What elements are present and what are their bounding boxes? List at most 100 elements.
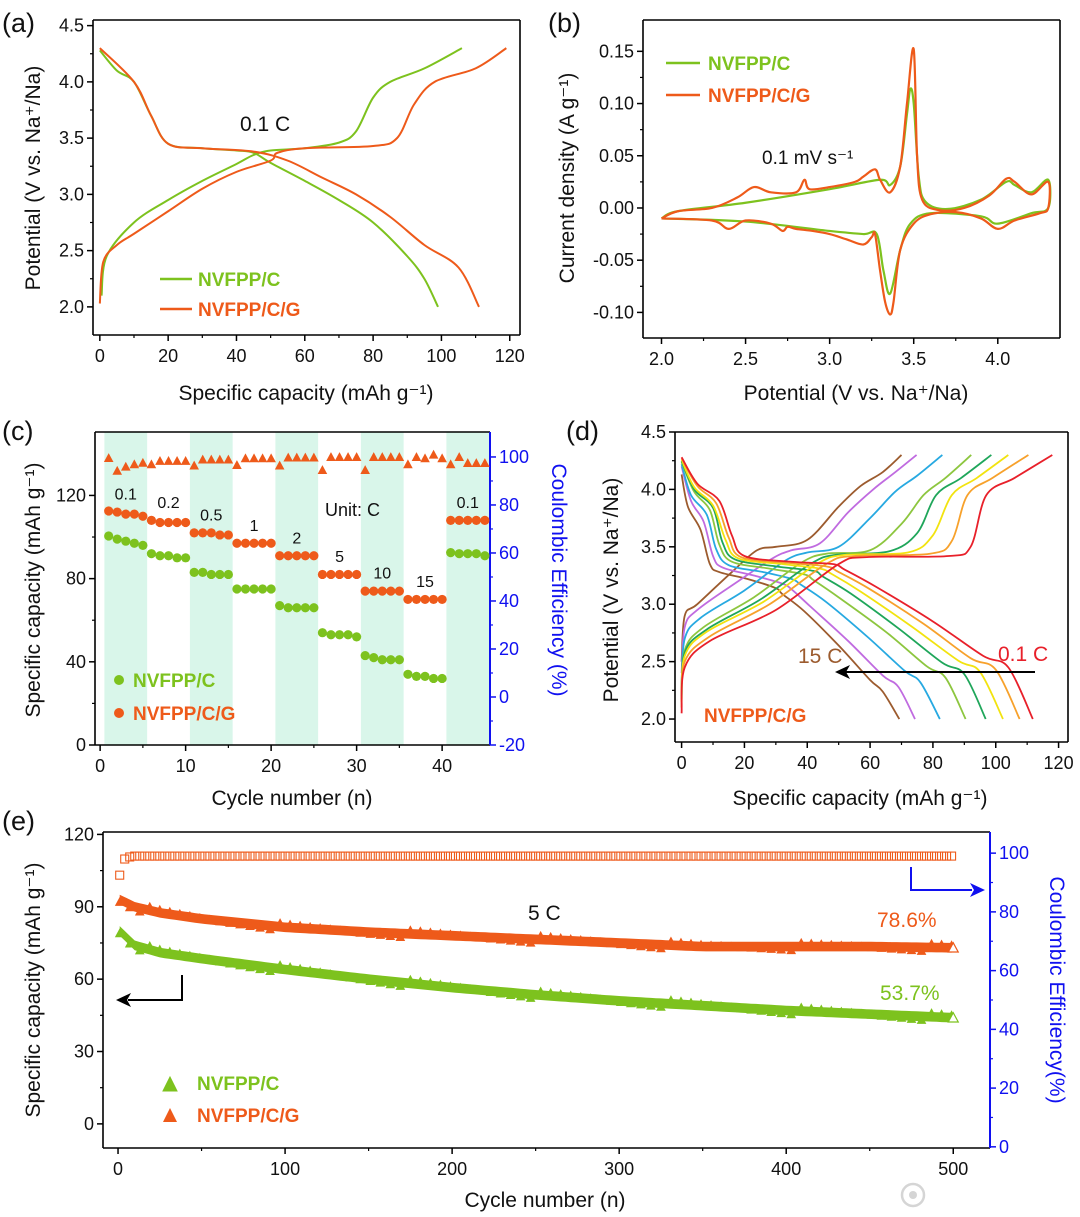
a-y-tick-label: 3.0 [59,184,84,204]
c-point-nvfpp-c [471,549,481,559]
e-point-nvfpp-c [475,985,486,995]
e-point-coulombic-efficiency [826,851,836,861]
a-x-tick-label: 40 [226,346,246,366]
c-point-coulombic-efficiency [317,465,328,475]
e-point-coulombic-efficiency [415,851,425,861]
e-point-coulombic-efficiency [250,851,260,861]
e-point-coulombic-efficiency [260,851,270,861]
e-right-axis-arrow [910,867,985,897]
c-point-nvfpp-c-g [266,538,276,548]
e-point-nvfpp-c [295,963,305,973]
c-point-nvfpp-c [411,671,422,681]
e-y2-tick-label: 60 [999,961,1019,981]
e-point-nvfpp-c [445,981,456,991]
e-point-nvfpp-c-g [124,902,135,912]
e-point-nvfpp-c [185,950,195,960]
e-y-tick-label: 60 [74,969,94,989]
e-point-nvfpp-c-g [345,926,356,936]
c-y2-axis-label: Coulombic Efficiency (%) [547,463,570,696]
e-y2-tick-label: 0 [999,1137,1009,1157]
e-point-nvfpp-c [746,1004,756,1014]
e-point-nvfpp-c [595,994,606,1004]
e-point-nvfpp-c-g [947,941,960,953]
d-y-tick-label: 3.0 [641,594,666,614]
c-y2-tick-label: -20 [499,735,525,755]
c-legend-nvfpp-c: NVFPP/C [133,671,216,692]
e-point-coulombic-efficiency [235,851,245,861]
c-unit-label: Unit: C [325,500,380,520]
b-y-axis-label: Current density (A g⁻¹) [556,73,579,284]
c-point-nvfpp-c [249,584,259,594]
e-point-coulombic-efficiency [420,851,430,861]
e-point-nvfpp-c [345,972,356,982]
e-point-coulombic-efficiency [370,851,380,861]
e-point-nvfpp-c [686,997,696,1007]
e-point-coulombic-efficiency [621,851,631,861]
e-point-nvfpp-c [275,960,285,970]
e-legend-marker-nvfpp-c-g [163,1108,177,1122]
e-point-coulombic-efficiency [891,851,902,861]
e-point-nvfpp-c [575,991,586,1001]
e-point-nvfpp-c-g [525,937,536,947]
e-point-nvfpp-c [726,1002,736,1012]
e-point-nvfpp-c [626,998,636,1008]
c-point-nvfpp-c [121,536,131,546]
c-legend-nvfpp-c-g: NVFPP/C/G [133,704,235,725]
e-point-coulombic-efficiency [310,851,320,861]
e-point-nvfpp-c-g [916,945,927,955]
c-point-nvfpp-c [223,569,233,580]
e-point-coulombic-efficiency [255,851,265,861]
e-point-coulombic-efficiency [521,851,531,861]
e-point-coulombic-efficiency [460,851,471,861]
c-point-nvfpp-c [163,551,174,561]
c-point-nvfpp-c [292,603,302,613]
a-rate-annotation: 0.1 C [240,113,290,136]
e-point-nvfpp-c [856,1008,867,1018]
e-point-nvfpp-c-g [405,925,416,935]
e-point-nvfpp-c [656,1001,666,1011]
a-x-tick-label: 80 [363,346,383,366]
e-point-nvfpp-c-g [646,942,656,952]
c-point-nvfpp-c-g [215,530,225,540]
c-legend-marker-nvfpp-c [114,675,124,685]
e-point-coulombic-efficiency [270,851,280,861]
e-point-coulombic-efficiency [571,851,581,861]
e-point-coulombic-efficiency [596,851,606,861]
c-point-coulombic-efficiency [189,460,199,470]
c-point-nvfpp-c [437,673,447,684]
e-point-coulombic-efficiency [942,851,952,861]
e-point-nvfpp-c-g [305,921,315,931]
e-point-nvfpp-c-g [626,940,636,950]
c-point-nvfpp-c [257,584,268,594]
c-point-nvfpp-c-g [275,551,285,561]
e-point-nvfpp-c-g [575,935,586,944]
c-point-nvfpp-c-g [240,538,251,548]
e-point-coulombic-efficiency [671,851,681,861]
e-point-nvfpp-c-g [215,916,225,926]
c-point-nvfpp-c-g [480,515,490,525]
e-point-coulombic-efficiency [906,851,917,861]
d-rate-arrow [835,665,1035,679]
e-capacity-band-nvfpp-c [119,926,952,1023]
e-point-coulombic-efficiency [410,851,420,861]
e-point-coulombic-efficiency [901,851,912,861]
e-point-coulombic-efficiency [556,851,566,861]
c-point-coulombic-efficiency [215,454,225,464]
c-point-nvfpp-c [189,567,199,577]
e-point-coulombic-efficiency [716,851,726,861]
d-axes: 0 20 40 60 80 100 120 2.0 2.5 3.0 3.5 4.0 4.5 [641,422,1074,773]
e-point-coulombic-efficiency [691,851,701,861]
e-point-coulombic-efficiency [445,851,456,861]
e-point-coulombic-efficiency [611,851,621,861]
c-point-nvfpp-c-g [428,594,439,605]
a-legend-nvfpp-c-g: NVFPP/C/G [198,300,300,321]
a-x-tick-label: 100 [426,346,456,366]
e-point-coulombic-efficiency [365,851,375,861]
e-point-nvfpp-c-g [786,945,797,955]
e-point-nvfpp-c [465,984,476,994]
e-point-coulombic-efficiency [616,851,626,861]
e-point-nvfpp-c-g [926,938,937,948]
e-point-nvfpp-c-g [205,914,215,924]
a-y-tick-label: 2.0 [59,297,84,317]
e-point-nvfpp-c [605,995,616,1005]
